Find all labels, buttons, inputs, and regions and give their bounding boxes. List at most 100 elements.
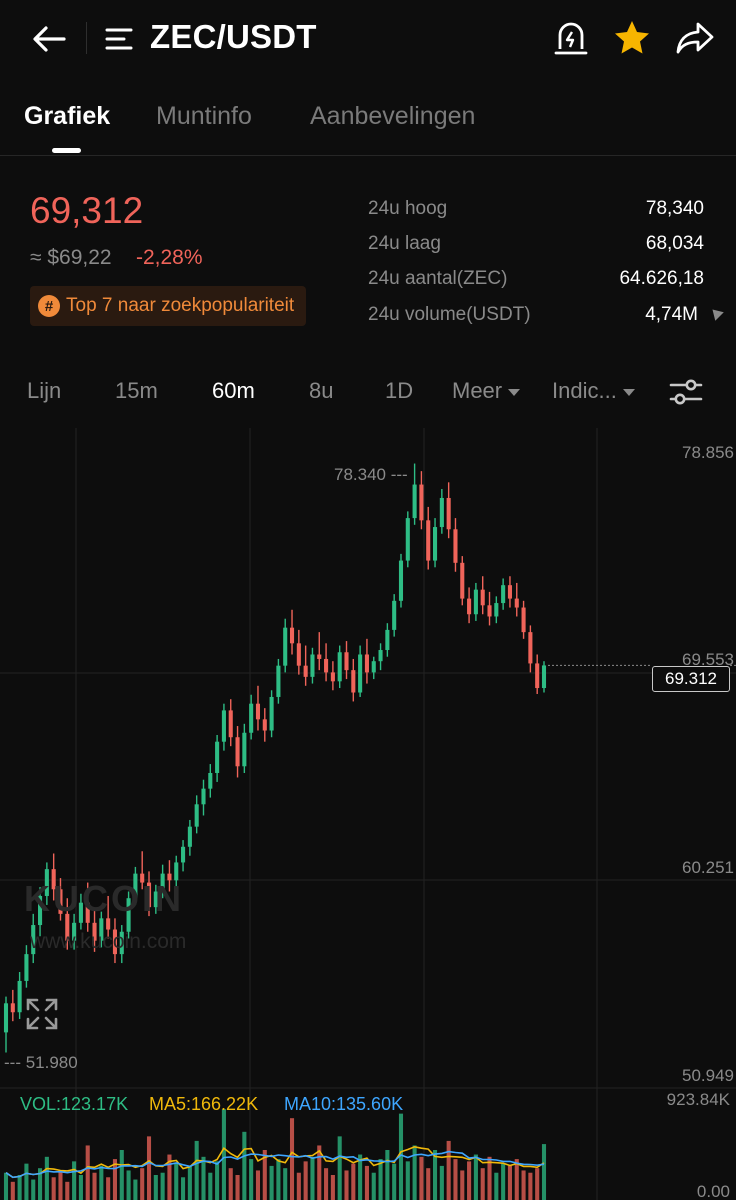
candlestick-chart[interactable] [0, 428, 736, 1200]
volume-bar [174, 1163, 179, 1200]
candle-body [535, 663, 540, 689]
candle-body [208, 772, 213, 789]
price-alert-button[interactable] [552, 18, 590, 58]
candle-body [126, 898, 131, 932]
volume-bar [446, 1140, 451, 1200]
tab-aanbevelingen[interactable]: Aanbevelingen [310, 102, 476, 130]
volume-bar [140, 1168, 145, 1200]
candle-body [194, 804, 199, 827]
fullscreen-button[interactable] [24, 996, 60, 1032]
volume-zero-label: 0.00 [696, 1182, 730, 1200]
candle-body [262, 719, 267, 731]
y-axis-label: 69.553 [682, 650, 734, 669]
timeframe-lijn[interactable]: Lijn [27, 378, 62, 403]
volume-bar [378, 1159, 383, 1200]
candle-body [392, 600, 397, 630]
candle-body [289, 627, 295, 644]
timeframe-1d[interactable]: 1D [385, 378, 414, 403]
candle-body [364, 654, 369, 673]
candle-body [473, 589, 478, 615]
timeframe-8u[interactable]: 8u [309, 378, 334, 403]
y-axis-label: 78.856 [682, 443, 734, 462]
volume-max-label: 923.84K [666, 1090, 730, 1109]
timeframe-60m[interactable]: 60m [212, 378, 255, 403]
share-button[interactable] [674, 18, 716, 58]
indicators-dropdown[interactable]: Indic... [552, 378, 635, 404]
candle-body [187, 826, 192, 847]
candle-body [51, 869, 56, 890]
chart-settings-button[interactable] [668, 376, 704, 408]
usd-price: ≈ $69,22 [30, 246, 112, 269]
active-tab-indicator [52, 148, 81, 153]
candle-body [31, 925, 36, 955]
volume-bar [521, 1170, 526, 1200]
candle-body [507, 585, 512, 599]
candle-body [501, 585, 506, 604]
back-button[interactable] [28, 20, 70, 58]
volume-bar [480, 1168, 485, 1200]
volume-bar [535, 1168, 540, 1200]
candle-body [453, 529, 458, 563]
pair-menu-button[interactable] [104, 22, 138, 56]
candle-body [78, 902, 83, 923]
volume-bar [276, 1159, 281, 1200]
y-axis-label: 50.949 [682, 1066, 734, 1085]
search-popularity-badge[interactable]: # Top 7 naar zoekpopulariteit [30, 286, 307, 326]
stat-value-high: 78,340 [645, 198, 704, 219]
low-marker-value: 51.980 [25, 1053, 78, 1072]
volume-bar [242, 1131, 247, 1200]
candle-body [3, 1003, 9, 1033]
volume-bar [51, 1177, 56, 1200]
candle-body [514, 598, 519, 608]
candle-body [181, 846, 186, 863]
chart-area[interactable] [0, 428, 736, 1200]
candle-body [358, 654, 363, 693]
volume-bar [344, 1170, 349, 1200]
volume-bar [269, 1165, 274, 1200]
volume-bar [262, 1150, 267, 1200]
volume-bar [187, 1165, 192, 1200]
volume-bar [330, 1175, 335, 1200]
volume-bar [473, 1154, 478, 1200]
stat-label-amount: 24u aantal(ZEC) [368, 268, 508, 289]
last-price: 69,312 [30, 190, 144, 231]
volume-bar [255, 1170, 261, 1200]
volume-bar [38, 1168, 43, 1200]
candle-body [317, 654, 322, 659]
volume-bar [126, 1170, 131, 1200]
candle-body [58, 889, 63, 914]
volume-bar [412, 1145, 417, 1200]
volume-bar [17, 1175, 22, 1200]
volume-bar [65, 1181, 70, 1200]
candle-body [228, 710, 233, 738]
candle-body [235, 737, 240, 767]
volume-bar [208, 1172, 213, 1200]
tab-muntinfo[interactable]: Muntinfo [156, 102, 252, 130]
stat-value-low: 68,034 [645, 233, 704, 254]
volume-bar [405, 1161, 410, 1200]
pair-title[interactable]: ZEC/USDT [150, 18, 317, 55]
volume-bar [153, 1175, 158, 1200]
timeframe-more-dropdown[interactable]: Meer [452, 378, 521, 404]
candle-body [337, 652, 342, 682]
candle-body [303, 665, 308, 677]
candle-body [276, 665, 281, 697]
menu-icon [105, 28, 133, 50]
candle-body [385, 629, 390, 651]
volume-bar [146, 1136, 152, 1200]
favorite-button[interactable] [612, 18, 652, 58]
candle-body [310, 654, 315, 677]
candle-body [269, 696, 274, 731]
kucoin-watermark-logo: KUCOIN [24, 878, 184, 919]
content-tabs: Grafiek Muntinfo Aanbevelingen [0, 96, 736, 156]
volume-bar [392, 1163, 397, 1200]
candle-body [17, 980, 22, 1013]
volume-bar [439, 1165, 444, 1200]
timeframe-15m[interactable]: 15m [115, 378, 158, 403]
volume-bar [58, 1170, 63, 1200]
sliders-icon [669, 379, 703, 405]
candle-body [426, 520, 431, 561]
tab-grafiek[interactable]: Grafiek [24, 102, 111, 130]
candle-body [242, 732, 247, 767]
volume-bar [215, 1161, 220, 1200]
